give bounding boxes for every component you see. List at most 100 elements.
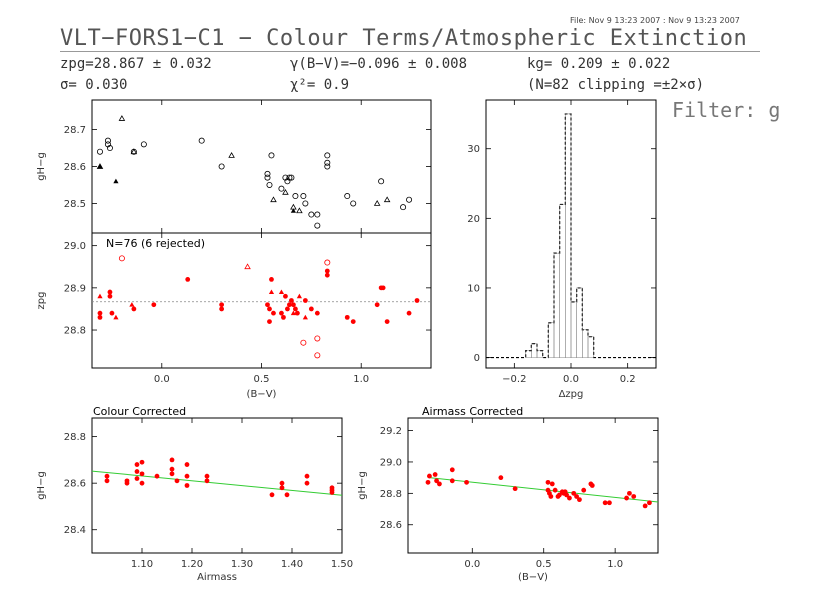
gh-vs-bv-point	[113, 178, 119, 184]
gh-vs-bv-point	[286, 174, 293, 181]
colour-corrected-point	[139, 480, 145, 486]
colour-corrected-xtick-label: 1.50	[331, 559, 353, 570]
histogram-bar	[582, 329, 589, 358]
histogram-xtick-label: −0.2	[502, 374, 526, 385]
gh-vs-bv-point	[324, 163, 331, 170]
gh-vs-bv-point	[344, 193, 351, 200]
zp-vs-bv-point	[350, 319, 356, 324]
colour-corrected-ytick-label: 28.8	[64, 432, 86, 443]
zp-vs-bv-point	[384, 319, 390, 324]
zp-vs-bv-ylabel: zpg	[36, 292, 47, 310]
zp-vs-bv-point	[290, 310, 297, 316]
colour-corrected-point	[139, 459, 145, 465]
gh-vs-bv-point	[282, 188, 289, 195]
gh-vs-bv-point	[378, 178, 385, 185]
airmass-corrected-xtick-label: 1.0	[607, 559, 623, 570]
colour-corrected-point	[279, 480, 285, 486]
gh-vs-bv-point	[130, 148, 138, 155]
airmass-corrected-point	[449, 478, 455, 484]
colour-corrected-point	[154, 473, 160, 479]
airmass-corrected-title: Airmass Corrected	[422, 405, 523, 418]
zp-vs-bv-point	[269, 277, 274, 282]
zp-vs-bv-point	[107, 293, 113, 299]
colour-corrected-point	[169, 457, 175, 463]
colour-corrected-ytick-label: 28.6	[64, 479, 86, 490]
airmass-corrected-ylabel: gH−g	[357, 471, 368, 500]
gh-vs-bv-point	[350, 200, 357, 207]
chi2-stat: χ²= 0.9	[290, 77, 350, 93]
histogram-bar	[587, 336, 594, 358]
airmass-corrected-ytick-label: 29.2	[380, 426, 402, 437]
zp-vs-bv-title: N=76 (6 rejected)	[106, 237, 205, 250]
colour-corrected-xlabel: Airmass	[197, 572, 237, 583]
gh-vs-bv-point	[314, 211, 321, 218]
colour-corrected-point	[279, 485, 285, 491]
colour-term-stat: γ(B−V)=−0.096 ± 0.008	[290, 56, 468, 72]
airmass-corrected-point	[557, 492, 562, 498]
airmass-corrected-point	[432, 472, 438, 477]
airmass-corrected-fit-line	[429, 477, 659, 503]
zp-vs-bv-point	[324, 259, 331, 266]
zp-vs-bv-point	[324, 268, 330, 274]
gh-vs-bv-point	[284, 178, 291, 185]
colour-corrected-point	[269, 492, 275, 498]
gh-vs-bv-point	[264, 170, 271, 177]
zp-vs-bv-point	[291, 302, 296, 308]
airmass-corrected-point	[577, 497, 582, 503]
airmass-corrected-point	[512, 486, 518, 492]
histogram-ytick-label: 10	[467, 283, 480, 294]
airmass-corrected-point	[589, 483, 595, 488]
colour-corrected-point	[104, 478, 110, 484]
zp-vs-bv-xtick-label: 0.5	[254, 374, 270, 385]
zp-vs-bv-point	[406, 310, 412, 316]
gh-vs-bv-point	[266, 181, 273, 188]
colour-corrected-xtick-label: 1.40	[281, 559, 303, 570]
zp-vs-bv-point	[314, 335, 321, 342]
airmass-corrected-point	[624, 495, 629, 501]
gh-vs-bv-point	[97, 163, 103, 169]
file-info: File: Nov 9 13:23 2007 : Nov 9 13:23 200…	[570, 16, 740, 25]
airmass-corrected-point	[425, 479, 431, 485]
gh-vs-bv-point	[264, 174, 271, 181]
zp-vs-bv-point	[219, 302, 225, 308]
zp-vs-bv-point	[271, 310, 276, 316]
gh-vs-bv-point	[198, 137, 205, 144]
zp-vs-bv-frame	[91, 232, 432, 369]
zp-vs-bv-point	[97, 314, 103, 320]
airmass-corrected-xtick-label: 0.0	[464, 559, 480, 570]
gh-vs-bv-point	[268, 152, 275, 159]
histogram-xtick-label: 0.0	[563, 374, 579, 385]
airmass-corrected-point	[564, 492, 569, 498]
zp-vs-bv-point	[293, 306, 298, 312]
zp-vs-bv-point	[308, 306, 314, 312]
zp-vs-bv-point	[151, 302, 157, 308]
gh-vs-bv-ylabel: gH−g	[36, 152, 47, 181]
colour-corrected-point	[304, 480, 310, 486]
zero-point-stat: zpg=28.867 ± 0.032	[60, 56, 212, 72]
airmass-corrected-point	[602, 500, 608, 506]
zp-vs-bv-point	[267, 306, 272, 312]
gh-vs-bv-point	[96, 148, 103, 155]
colour-corrected-point	[134, 469, 140, 474]
airmass-corrected-point	[571, 490, 577, 496]
gh-vs-bv-point	[373, 200, 381, 206]
gh-vs-bv-point	[324, 159, 331, 166]
airmass-corrected-point	[552, 487, 558, 493]
zp-vs-bv-point	[289, 298, 294, 303]
gh-vs-bv-ytick-label: 28.5	[64, 199, 86, 210]
airmass-corrected-point	[607, 500, 612, 506]
zp-vs-bv-point	[294, 310, 300, 316]
gh-vs-bv-point	[400, 204, 407, 211]
zp-vs-bv-ytick-label: 29.0	[64, 241, 86, 252]
gh-vs-bv-point	[300, 193, 307, 200]
zp-vs-bv-point	[314, 352, 321, 359]
airmass-corrected-xtick-label: 0.5	[536, 559, 552, 570]
gh-vs-bv-point	[292, 193, 299, 200]
zp-vs-bv-point	[278, 289, 285, 295]
colour-corrected-point	[104, 473, 110, 479]
zp-vs-bv-point	[302, 314, 308, 320]
histogram-ytick-label: 20	[467, 214, 480, 225]
airmass-corrected-point	[581, 487, 587, 493]
airmass-corrected-point	[627, 490, 632, 496]
